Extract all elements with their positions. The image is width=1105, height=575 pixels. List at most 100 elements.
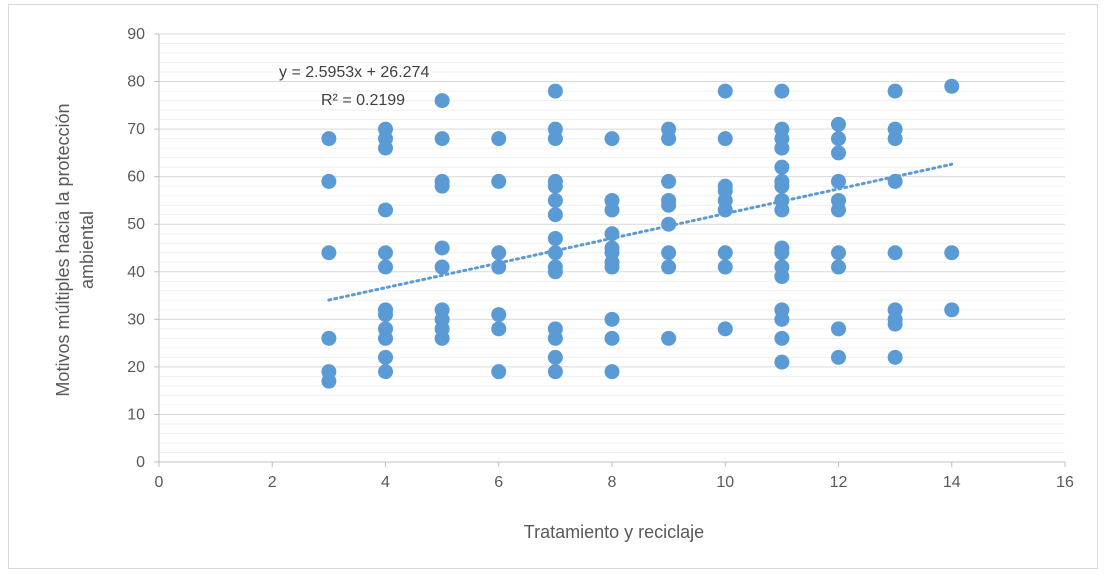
data-point <box>321 330 337 346</box>
trendline <box>327 162 954 302</box>
data-point <box>547 349 563 365</box>
data-point <box>491 307 507 323</box>
data-point <box>547 264 563 280</box>
data-point <box>944 245 960 261</box>
data-point <box>378 330 393 346</box>
y-axis-title: Motivos múltiples hacia la protección am… <box>53 103 97 396</box>
x-axis-title: Tratamiento y reciclaje <box>524 522 704 542</box>
data-point <box>491 173 507 189</box>
chart-frame: 0 10 20 30 40 50 60 70 80 90 0 2 4 6 8 10 12 14 16 y = 2.… <box>8 4 1098 569</box>
x-tick-label: 16 <box>1056 474 1074 491</box>
y-tick-label: 50 <box>127 216 145 233</box>
data-point <box>661 245 677 261</box>
data-point <box>774 159 790 175</box>
data-point <box>434 259 450 275</box>
trendline-group <box>327 162 954 302</box>
x-tick-label: 2 <box>268 474 277 491</box>
data-point <box>774 202 790 218</box>
data-point <box>887 245 903 261</box>
data-point <box>774 140 790 156</box>
data-point <box>547 245 563 261</box>
x-tick-labels: 0 2 4 6 8 10 12 14 16 <box>155 474 1074 491</box>
x-tick-label: 8 <box>608 474 617 491</box>
data-point <box>434 93 450 109</box>
scatter-chart: 0 10 20 30 40 50 60 70 80 90 0 2 4 6 8 10 12 14 16 y = 2.… <box>53 26 1074 542</box>
data-point <box>378 202 393 218</box>
y-axis-title-line-1: Motivos múltiples hacia la protección <box>53 103 73 396</box>
data-point <box>378 307 393 323</box>
data-point <box>887 83 903 99</box>
data-point <box>491 364 507 380</box>
data-point <box>774 311 790 327</box>
data-point <box>547 83 563 99</box>
x-tick-label: 6 <box>494 474 503 491</box>
data-point <box>774 245 790 261</box>
y-tick-label: 70 <box>127 121 145 138</box>
y-tick-label: 20 <box>127 359 145 376</box>
data-point <box>378 259 393 275</box>
data-point <box>774 330 790 346</box>
data-point <box>661 173 677 189</box>
data-point <box>774 354 790 370</box>
data-point <box>831 321 846 337</box>
data-point <box>604 330 620 346</box>
data-point <box>547 230 563 246</box>
data-point <box>831 116 846 132</box>
data-point <box>831 131 846 147</box>
data-point <box>661 197 677 213</box>
data-point <box>661 131 677 147</box>
data-point <box>944 302 960 318</box>
x-tick-label: 0 <box>155 474 164 491</box>
y-tick-label: 80 <box>127 74 145 91</box>
data-point <box>491 245 507 261</box>
data-point <box>378 364 393 380</box>
data-point <box>321 131 337 147</box>
data-point <box>661 330 677 346</box>
y-axis-title-line-2: ambiental <box>77 211 97 289</box>
data-point <box>831 173 846 189</box>
data-point <box>321 373 337 389</box>
trendline-equation: y = 2.5953x + 26.274 <box>279 64 429 81</box>
data-point <box>831 259 846 275</box>
data-point <box>434 131 450 147</box>
data-point <box>717 321 733 337</box>
data-point <box>717 131 733 147</box>
y-tick-label: 40 <box>127 264 145 281</box>
x-tick-label: 14 <box>943 474 961 491</box>
x-tick-label: 4 <box>381 474 390 491</box>
data-point <box>717 245 733 261</box>
x-tick-label: 10 <box>716 474 734 491</box>
data-point <box>604 311 620 327</box>
data-point <box>604 131 620 147</box>
data-point <box>547 178 563 194</box>
x-tick-label: 12 <box>830 474 848 491</box>
data-points <box>321 78 960 389</box>
data-point <box>604 202 620 218</box>
y-tick-label: 60 <box>127 169 145 186</box>
data-point <box>944 78 960 94</box>
data-point <box>887 131 903 147</box>
data-point <box>604 259 620 275</box>
data-point <box>774 269 790 285</box>
y-tick-label: 0 <box>136 454 145 471</box>
data-point <box>491 321 507 337</box>
data-point <box>717 202 733 218</box>
data-point <box>831 202 846 218</box>
data-point <box>887 316 903 332</box>
data-point <box>831 145 846 161</box>
data-point <box>378 349 393 365</box>
data-point <box>321 245 337 261</box>
data-point <box>887 349 903 365</box>
data-point <box>378 140 393 156</box>
data-point <box>774 83 790 99</box>
data-point <box>547 330 563 346</box>
data-point <box>774 178 790 194</box>
data-point <box>661 259 677 275</box>
data-point <box>831 245 846 261</box>
data-point <box>378 245 393 261</box>
data-point <box>604 364 620 380</box>
data-point <box>434 178 450 194</box>
data-point <box>717 259 733 275</box>
data-point <box>547 192 563 208</box>
data-point <box>434 330 450 346</box>
